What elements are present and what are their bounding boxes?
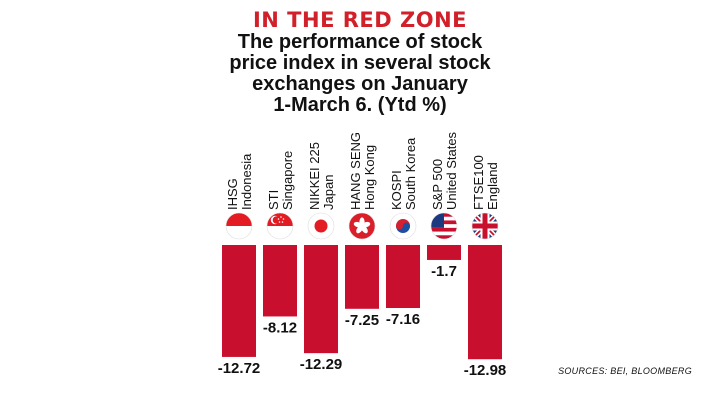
- chart-title: The performance of stock price index in …: [0, 32, 720, 116]
- south-korea-flag-icon: [389, 212, 417, 240]
- category-labels-layer: IHSG Indonesia STI Singapore NIKKEI 225 Japan…: [225, 131, 500, 210]
- country-name: Japan: [321, 175, 336, 210]
- value-label: -12.29: [300, 356, 343, 373]
- index-name: FTSE100: [471, 155, 486, 210]
- country-name: South Korea: [403, 137, 418, 210]
- value-label: -12.98: [464, 362, 507, 379]
- category-label: HANG SENG Hong Kong: [348, 132, 377, 210]
- country-name: United States: [444, 131, 459, 210]
- title-line: 1-March 6. (Ytd %): [273, 94, 447, 116]
- japan-flag-icon: [307, 212, 335, 240]
- value-labels-layer: -12.72 -8.12 -12.29 -7.25 -7.16 -1.7 -12.98: [218, 263, 507, 379]
- bar-kospi: [386, 245, 420, 309]
- bar-ihsg: [222, 245, 256, 357]
- title-line: The performance of stock: [237, 31, 483, 53]
- value-label: -12.72: [218, 360, 261, 377]
- singapore-flag-icon: [266, 212, 294, 240]
- flags-layer: [225, 212, 499, 240]
- index-name: KOSPI: [389, 170, 404, 210]
- united-states-flag-icon: [430, 212, 458, 240]
- index-name: NIKKEI 225: [307, 142, 322, 210]
- kicker-heading: IN THE RED ZONE: [252, 8, 467, 32]
- category-label: S&P 500 United States: [430, 131, 459, 210]
- value-label: -8.12: [263, 319, 297, 336]
- bar-ftse100: [468, 245, 502, 360]
- bar-sti: [263, 245, 297, 317]
- index-name: S&P 500: [430, 159, 445, 210]
- hong-kong-flag-icon: [348, 212, 376, 240]
- bar-hang-seng: [345, 245, 379, 309]
- country-name: Singapore: [280, 151, 295, 210]
- bar-nikkei-225: [304, 245, 338, 354]
- index-name: STI: [266, 190, 281, 210]
- index-name: HANG SENG: [348, 132, 363, 210]
- category-label: IHSG Indonesia: [225, 153, 254, 210]
- value-label: -7.25: [345, 312, 379, 329]
- title-line: price index in several stock: [229, 52, 491, 74]
- index-name: IHSG: [225, 178, 240, 210]
- bars-layer: [222, 245, 502, 360]
- category-label: STI Singapore: [266, 151, 295, 210]
- indonesia-flag-icon: [225, 212, 253, 240]
- title-line: exchanges on January: [252, 73, 468, 95]
- country-name: Hong Kong: [362, 145, 377, 210]
- category-label: KOSPI South Korea: [389, 137, 418, 210]
- category-label: FTSE100 England: [471, 155, 500, 210]
- country-name: England: [485, 162, 500, 210]
- value-label: -1.7: [431, 263, 457, 280]
- value-label: -7.16: [386, 311, 420, 328]
- category-label: NIKKEI 225 Japan: [307, 142, 336, 210]
- united-kingdom-flag-icon: [471, 212, 499, 240]
- bar-s-p-500: [427, 245, 461, 260]
- source-note: SOURCES: BEI, BLOOMBERG: [558, 366, 692, 376]
- country-name: Indonesia: [239, 153, 254, 210]
